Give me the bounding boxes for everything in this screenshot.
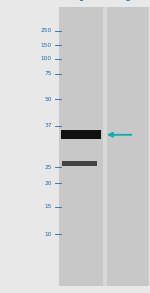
Text: 150: 150 bbox=[41, 43, 52, 48]
Text: 25: 25 bbox=[44, 164, 52, 170]
Text: 20: 20 bbox=[44, 181, 52, 186]
Text: 100: 100 bbox=[41, 56, 52, 61]
Text: 15: 15 bbox=[44, 204, 52, 209]
Bar bbox=[62, 161, 97, 166]
Bar bbox=[103, 7, 107, 286]
Text: 75: 75 bbox=[44, 71, 52, 76]
FancyArrowPatch shape bbox=[109, 133, 131, 137]
Bar bbox=[107, 7, 149, 286]
Bar bbox=[59, 7, 103, 286]
Text: 2: 2 bbox=[126, 0, 131, 3]
Text: 10: 10 bbox=[44, 232, 52, 237]
Bar bbox=[61, 130, 101, 139]
Text: 1: 1 bbox=[79, 0, 83, 3]
Text: 50: 50 bbox=[44, 96, 52, 102]
Text: 37: 37 bbox=[44, 123, 52, 128]
Text: 250: 250 bbox=[40, 28, 52, 33]
